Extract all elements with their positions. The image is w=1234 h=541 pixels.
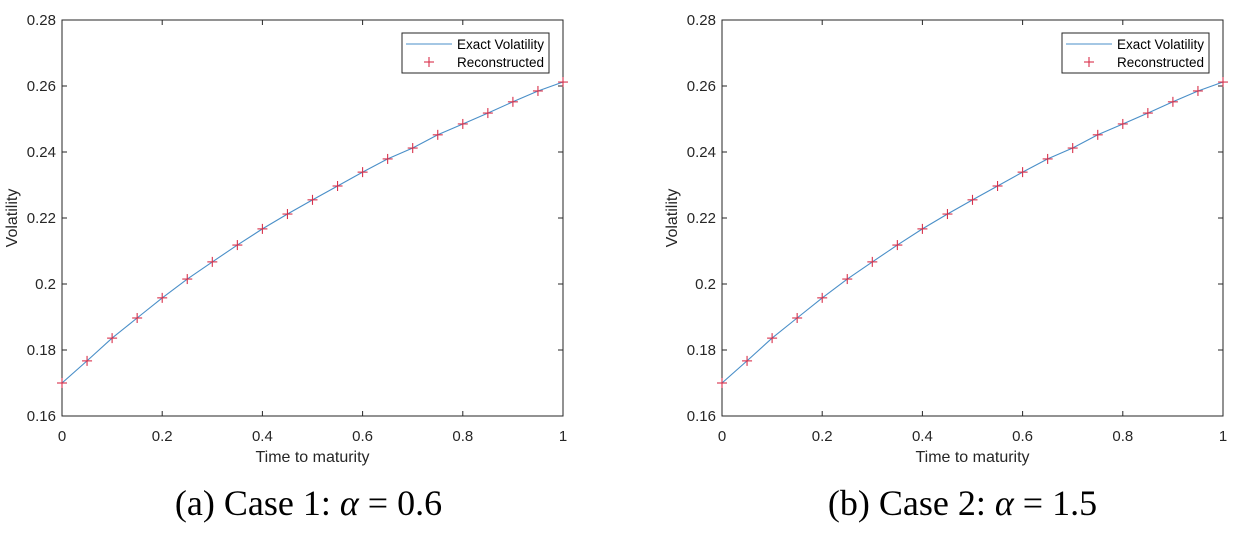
subfigure-a: 0 0.2 0.4 0.6 0.8 1 0.16 0.18 0.2 0.22 0.24 0.26 0.2… [0, 12, 617, 524]
x-tick-label: 0.8 [1112, 428, 1133, 445]
caption-value: = 1.5 [1013, 483, 1098, 523]
exact-volatility-line [61, 81, 564, 384]
reconstructed-marker [307, 194, 318, 205]
y-tick-label: 0.16 [687, 408, 716, 425]
reconstructed-marker [1092, 129, 1103, 140]
y-tick-label: 0.26 [687, 78, 716, 95]
alpha-symbol: α [994, 483, 1014, 523]
x-axis-label: Time to maturity [255, 449, 369, 466]
x-tick-label: 0.6 [352, 428, 373, 445]
reconstructed-marker [432, 129, 443, 140]
reconstructed-marker [992, 180, 1003, 191]
reconstructed-marker [892, 240, 903, 251]
x-tick-label: 0.6 [1012, 428, 1033, 445]
legend-label-reconstructed: Reconstructed [1117, 55, 1204, 70]
reconstructed-marker [257, 223, 268, 234]
x-axis-label: Time to maturity [915, 449, 1029, 466]
alpha-symbol: α [339, 483, 359, 523]
reconstructed-marker [457, 118, 468, 129]
reconstructed-marker [1167, 96, 1178, 107]
reconstructed-marker [967, 194, 978, 205]
plot-area [721, 19, 1224, 417]
caption-a: (a) Case 1: α = 0.6 [0, 482, 617, 524]
reconstructed-marker [792, 312, 803, 323]
y-tick-label: 0.2 [35, 276, 56, 293]
y-tick-label: 0.28 [687, 12, 716, 29]
x-tick-label: 1 [559, 428, 567, 445]
reconstructed-marker [917, 223, 928, 234]
reconstructed-marker [382, 153, 393, 164]
x-tick-label: 0 [718, 428, 726, 445]
caption-b: (b) Case 2: α = 1.5 [654, 482, 1234, 524]
caption-prefix: (b) Case 2: [827, 483, 995, 523]
reconstructed-marker [558, 77, 568, 88]
y-tick-label: 0.18 [687, 342, 716, 359]
legend: Exact Volatility Reconstructed [401, 32, 550, 74]
reconstructed-marker [1192, 85, 1203, 96]
reconstructed-marker [132, 312, 143, 323]
exact-volatility-line [721, 81, 1224, 384]
reconstructed-marker [1017, 167, 1028, 178]
plot-area [61, 19, 564, 417]
reconstructed-marker [817, 292, 828, 303]
y-tick-label: 0.22 [687, 210, 716, 227]
y-tick-label: 0.24 [687, 144, 716, 161]
reconstructed-marker [482, 108, 493, 119]
legend-label-exact: Exact Volatility [457, 37, 544, 52]
legend-plus-icon [1084, 57, 1094, 67]
x-tick-label: 1 [1219, 428, 1227, 445]
y-tick-label: 0.2 [695, 276, 716, 293]
y-tick-label: 0.16 [27, 408, 56, 425]
legend-label-reconstructed: Reconstructed [457, 55, 544, 70]
reconstructed-marker [767, 333, 778, 344]
y-tick-label: 0.26 [27, 78, 56, 95]
reconstructed-marker [1218, 77, 1228, 88]
reconstructed-marker [332, 180, 343, 191]
y-tick-label: 0.28 [27, 12, 56, 29]
legend-label-exact: Exact Volatility [1117, 37, 1204, 52]
chart-b: 0 0.2 0.4 0.6 0.8 1 0.16 0.18 0.2 0.22 0.24 0.26 0.2… [664, 12, 1228, 466]
x-tick-label: 0.2 [812, 428, 833, 445]
reconstructed-marker [1067, 143, 1078, 154]
y-tick-label: 0.22 [27, 210, 56, 227]
y-axis-label: Volatility [664, 189, 681, 248]
reconstructed-marker [57, 378, 67, 388]
subfigure-b: 0 0.2 0.4 0.6 0.8 1 0.16 0.18 0.2 0.22 0.24 0.26 0.2… [660, 0, 1234, 541]
x-tick-label: 0.4 [252, 428, 273, 445]
reconstructed-marker [82, 355, 93, 366]
reconstructed-marker [232, 240, 243, 251]
reconstructed-marker [1142, 108, 1153, 119]
x-tick-label: 0.8 [452, 428, 473, 445]
reconstructed-marker [207, 256, 218, 267]
reconstructed-marker [532, 85, 543, 96]
x-tick-label: 0 [58, 428, 66, 445]
reconstructed-marker [1117, 118, 1128, 129]
y-tick-label: 0.18 [27, 342, 56, 359]
reconstructed-marker [357, 167, 368, 178]
reconstructed-marker [717, 378, 727, 388]
reconstructed-marker [157, 292, 168, 303]
reconstructed-marker [507, 96, 518, 107]
reconstructed-marker [867, 256, 878, 267]
reconstructed-marker [407, 143, 418, 154]
y-axis-label: Volatility [4, 189, 21, 248]
x-tick-label: 0.2 [152, 428, 173, 445]
reconstructed-marker [942, 209, 953, 220]
reconstructed-marker [1042, 153, 1053, 164]
reconstructed-marker [742, 355, 753, 366]
y-tick-label: 0.24 [27, 144, 56, 161]
reconstructed-marker [182, 274, 193, 285]
reconstructed-marker [107, 333, 118, 344]
reconstructed-marker [842, 274, 853, 285]
reconstructed-marker [282, 209, 293, 220]
caption-value: = 0.6 [358, 483, 443, 523]
chart-a: 0 0.2 0.4 0.6 0.8 1 0.16 0.18 0.2 0.22 0.24 0.26 0.2… [4, 12, 568, 466]
legend-plus-icon [424, 57, 434, 67]
x-tick-label: 0.4 [912, 428, 933, 445]
caption-prefix: (a) Case 1: [174, 483, 340, 523]
legend: Exact Volatility Reconstructed [1061, 32, 1210, 74]
